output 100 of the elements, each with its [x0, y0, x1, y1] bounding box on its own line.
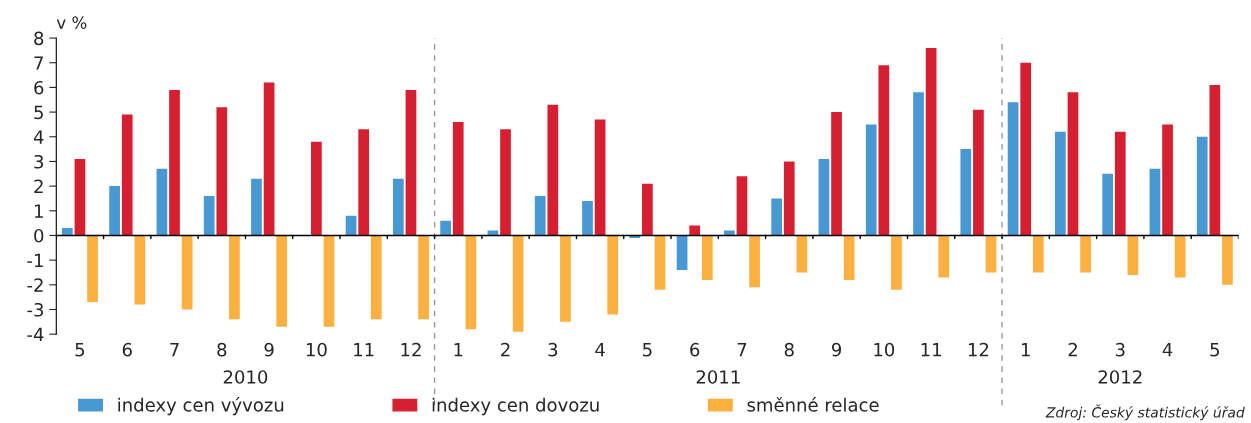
y-tick-label: 5 [34, 105, 43, 120]
x-tick-label: 10 [874, 342, 895, 357]
bar [1196, 136, 1208, 236]
bar [1032, 235, 1044, 273]
x-tick-label: 1 [454, 343, 463, 357]
y-tick-label: 0 [34, 228, 44, 243]
y-tick-label: -1 [27, 253, 43, 267]
bar [701, 235, 713, 280]
x-tick-label: 6 [690, 342, 700, 357]
bar [689, 225, 701, 236]
bar [169, 89, 180, 236]
bar [534, 195, 546, 236]
x-tick-label: 1 [1021, 343, 1030, 357]
bar [960, 149, 972, 236]
x-tick-label: 7 [737, 343, 747, 357]
bar [642, 183, 653, 236]
bar [392, 178, 404, 236]
bar [500, 129, 511, 236]
bar [74, 158, 86, 236]
text: Zdroj: Český statistický úřad [1045, 404, 1245, 421]
legend-label: indexy cen dovozu [432, 397, 599, 416]
bar [405, 89, 417, 236]
bar [418, 235, 429, 320]
x-tick-label: 3 [1115, 342, 1125, 357]
legend-label: indexy cen vývozu [118, 397, 284, 416]
bar [891, 235, 902, 290]
bar [1149, 168, 1161, 236]
x-tick-label: 12 [401, 342, 421, 357]
x-tick-label: 7 [170, 343, 179, 357]
y-tick-label: 4 [33, 130, 44, 144]
y-tick-label: -2 [27, 278, 43, 292]
bar [831, 112, 842, 236]
x-tick-label: 3 [548, 342, 558, 357]
bar [1174, 235, 1186, 278]
bar [547, 104, 559, 236]
bar [156, 168, 168, 236]
y-tick-label: 2 [34, 179, 43, 193]
x-tick-label: 4 [595, 343, 605, 357]
bar [1209, 84, 1221, 236]
bar [938, 235, 950, 278]
bar [452, 121, 464, 236]
bar [1055, 131, 1066, 236]
x-tick-label: 12 [968, 342, 989, 357]
bar [749, 235, 760, 288]
bar [560, 235, 571, 322]
bar [796, 235, 808, 273]
bar [594, 119, 606, 236]
bar [985, 235, 997, 273]
bar [676, 235, 688, 271]
bar [654, 235, 666, 290]
bar [276, 235, 288, 327]
bar [1007, 102, 1019, 236]
y-tick-label: -4 [27, 327, 44, 342]
x-tick-label: 9 [264, 342, 274, 357]
x-tick-label: 10 [306, 342, 327, 357]
bar [216, 107, 228, 236]
bar [865, 124, 877, 236]
bar [109, 186, 120, 236]
bar [465, 235, 477, 330]
text: 2010 [223, 370, 268, 384]
y-tick-label: 8 [34, 31, 44, 46]
bar [358, 129, 370, 236]
y-tick-label: 3 [34, 154, 44, 169]
x-tick-label: 11 [921, 343, 941, 357]
bar [512, 235, 524, 332]
bar [1222, 235, 1233, 285]
bar [61, 228, 73, 236]
bar [1020, 62, 1032, 236]
bar [181, 235, 193, 310]
x-tick-label: 2 [501, 342, 510, 357]
bar [87, 235, 98, 303]
x-tick-label: 5 [643, 343, 652, 357]
bar [607, 235, 619, 315]
x-tick-label: 9 [831, 342, 842, 357]
bar [370, 235, 382, 320]
bar [913, 92, 924, 236]
x-tick-label: 2 [1068, 342, 1077, 357]
bar [1067, 92, 1079, 236]
text: 2011 [696, 370, 740, 384]
bar [1127, 235, 1139, 275]
bar [203, 195, 215, 236]
x-tick-label: 6 [122, 342, 132, 357]
bar [134, 235, 146, 305]
y-tick-label: 7 [34, 56, 43, 70]
bar [1080, 235, 1091, 273]
y-tick-label: -3 [27, 302, 44, 317]
bar [121, 114, 133, 236]
y-axis-title: v % [56, 16, 87, 29]
x-tick-label: 4 [1162, 343, 1173, 357]
legend-label: směnné relace [747, 397, 879, 412]
y-tick-label: 1 [34, 204, 43, 218]
bar [251, 178, 262, 236]
x-tick-label: 5 [1210, 343, 1220, 357]
bar [582, 200, 593, 236]
bar [1162, 124, 1173, 236]
y-tick-label: 6 [34, 80, 44, 95]
bar [323, 235, 335, 327]
text: 2012 [1098, 370, 1142, 384]
x-tick-label: 5 [75, 343, 85, 357]
bar [263, 82, 275, 236]
